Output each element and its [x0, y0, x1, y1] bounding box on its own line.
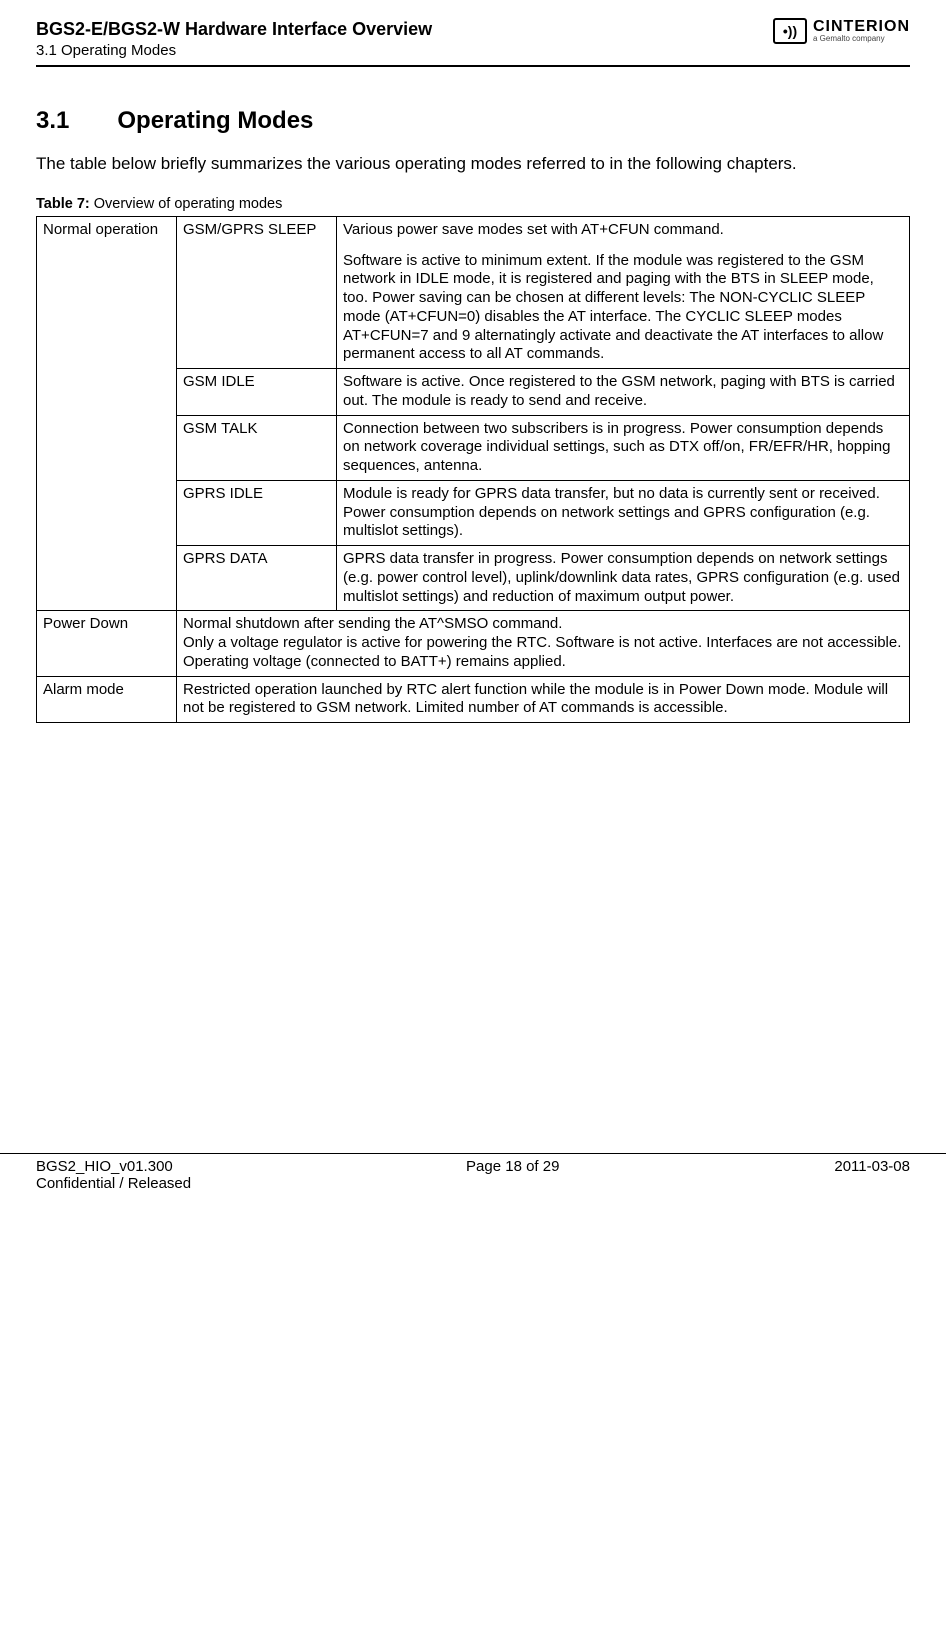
doc-subtitle: 3.1 Operating Modes: [36, 41, 432, 61]
sleep-desc-line1: Various power save modes set with AT+CFU…: [343, 221, 724, 238]
cell-mode: GPRS IDLE: [177, 480, 337, 545]
cell-desc: Various power save modes set with AT+CFU…: [337, 216, 910, 368]
powerdown-line2: Only a voltage regulator is active for p…: [183, 634, 901, 651]
table-caption-label: Table 7:: [36, 196, 90, 212]
cell-desc: Restricted operation launched by RTC ale…: [177, 676, 910, 723]
wireless-icon: •)): [773, 18, 807, 44]
brand-logo: •)) CINTERION a Gemalto company: [773, 18, 910, 44]
page-footer: BGS2_HIO_v01.300 Confidential / Released…: [0, 1153, 946, 1206]
footer-date: 2011-03-08: [834, 1158, 910, 1192]
cell-desc: GPRS data transfer in progress. Power co…: [337, 546, 910, 611]
doc-title: BGS2-E/BGS2-W Hardware Interface Overvie…: [36, 18, 432, 41]
table-caption-text: Overview of operating modes: [94, 196, 283, 212]
footer-page: Page 18 of 29: [466, 1158, 559, 1192]
cell-mode: GSM/GPRS SLEEP: [177, 216, 337, 368]
powerdown-line3: Operating voltage (connected to BATT+) r…: [183, 653, 566, 670]
section-heading: 3.1 Operating Modes: [36, 107, 910, 135]
table-row: Power Down Normal shutdown after sending…: [37, 611, 910, 676]
sleep-desc-line2: Software is active to minimum extent. If…: [343, 252, 883, 363]
cell-desc: Software is active. Once registered to t…: [337, 369, 910, 416]
logo-tagline: a Gemalto company: [813, 35, 910, 43]
cell-mode: GPRS DATA: [177, 546, 337, 611]
cell-desc: Normal shutdown after sending the AT^SMS…: [177, 611, 910, 676]
section-title: Operating Modes: [117, 107, 313, 135]
cell-desc: Connection between two subscribers is in…: [337, 415, 910, 480]
table-row: Alarm mode Restricted operation launched…: [37, 676, 910, 723]
table-row: Normal operation GSM/GPRS SLEEP Various …: [37, 216, 910, 368]
page-header: BGS2-E/BGS2-W Hardware Interface Overvie…: [36, 18, 910, 67]
powerdown-line1: Normal shutdown after sending the AT^SMS…: [183, 615, 562, 632]
cell-powerdown-label: Power Down: [37, 611, 177, 676]
section-number: 3.1: [36, 107, 69, 135]
cell-alarm-label: Alarm mode: [37, 676, 177, 723]
cell-desc: Module is ready for GPRS data transfer, …: [337, 480, 910, 545]
footer-confidential: Confidential / Released: [36, 1175, 191, 1192]
logo-brand-text: CINTERION: [813, 19, 910, 35]
cell-mode: GSM TALK: [177, 415, 337, 480]
table-caption: Table 7: Overview of operating modes: [36, 196, 910, 212]
section-intro: The table below briefly summarizes the v…: [36, 153, 910, 176]
cell-mode: GSM IDLE: [177, 369, 337, 416]
cell-normal-label: Normal operation: [37, 216, 177, 611]
operating-modes-table: Normal operation GSM/GPRS SLEEP Various …: [36, 216, 910, 723]
footer-doc-id: BGS2_HIO_v01.300: [36, 1158, 191, 1175]
